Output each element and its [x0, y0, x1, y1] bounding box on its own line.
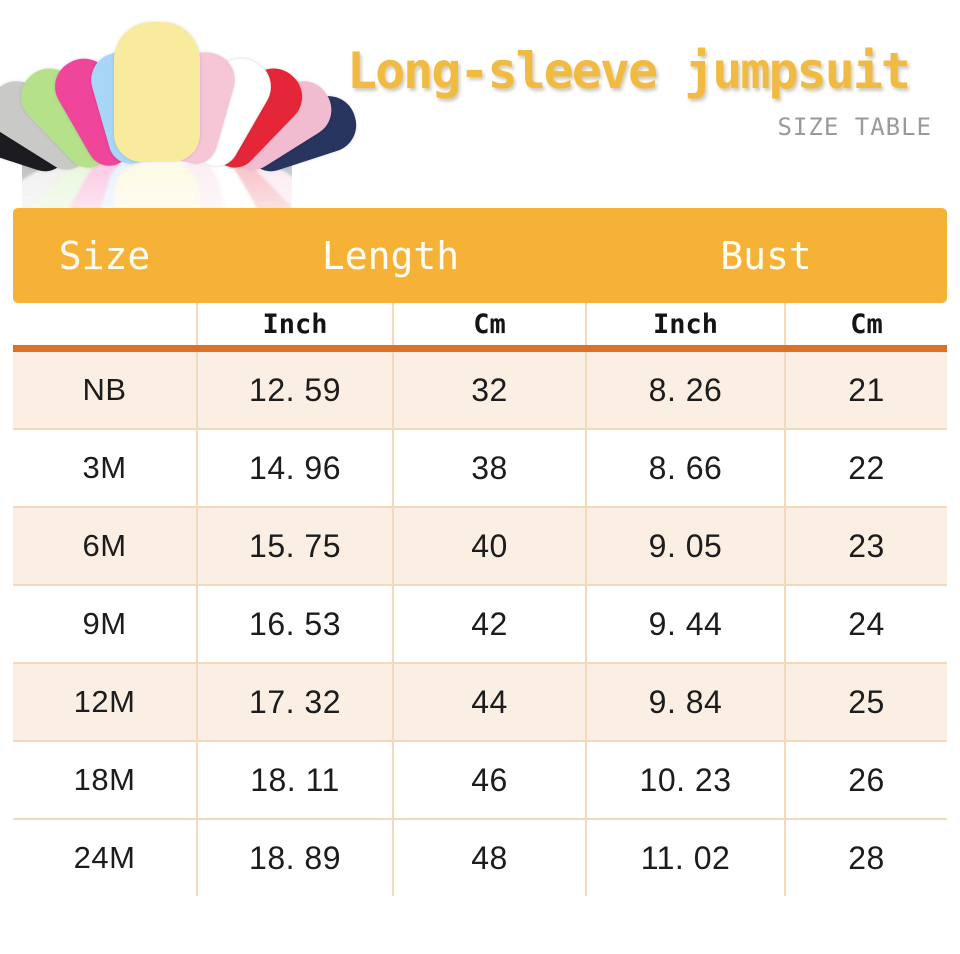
- bust-inch-value: 9. 05: [585, 508, 784, 584]
- table-row: 3M 14. 96 38 8. 66 22: [13, 428, 947, 506]
- bust-inch-value: 8. 66: [585, 430, 784, 506]
- subheader-bust-inch: Inch: [585, 303, 784, 345]
- bust-inch-value: 9. 84: [585, 664, 784, 740]
- size-label: NB: [82, 372, 127, 407]
- length-cm-value: 38: [392, 430, 585, 506]
- bust-inch-value: 8. 26: [585, 352, 784, 428]
- product-image: [0, 10, 364, 178]
- size-label: 3M: [82, 450, 127, 485]
- length-cm-value: 40: [392, 508, 585, 584]
- bust-cm-value: 24: [784, 586, 947, 662]
- table-row: 12M 17. 32 44 9. 84 25: [13, 662, 947, 740]
- bust-cm-value: 23: [784, 508, 947, 584]
- jumpsuit-yellow: [114, 22, 200, 162]
- length-inch-value: 15. 75: [196, 508, 392, 584]
- size-label: 6M: [82, 528, 127, 563]
- header-bust: Bust: [720, 233, 812, 278]
- bust-cm-value: 25: [784, 664, 947, 740]
- bust-cm-value: 26: [784, 742, 947, 818]
- title-block: Long-sleeve jumpsuit SIZE TABLE: [312, 42, 944, 141]
- subheader-bust-cm: Cm: [784, 303, 947, 345]
- size-table: Size Length Bust Inch Cm Inch Cm NB 12. 5…: [13, 208, 947, 896]
- length-cm-value: 32: [392, 352, 585, 428]
- bust-cm-value: 22: [784, 430, 947, 506]
- size-label: 9M: [82, 606, 127, 641]
- subheader-empty: [13, 303, 196, 345]
- length-cm-value: 42: [392, 586, 585, 662]
- header-divider: [13, 345, 947, 352]
- length-inch-value: 12. 59: [196, 352, 392, 428]
- subheader-length-cm: Cm: [392, 303, 585, 345]
- subheader-length-inch: Inch: [196, 303, 392, 345]
- table-row: 24M 18. 89 48 11. 02 28: [13, 818, 947, 896]
- table-row: 9M 16. 53 42 9. 44 24: [13, 584, 947, 662]
- size-label: 18M: [73, 762, 136, 797]
- product-hero: [0, 10, 364, 304]
- length-inch-value: 14. 96: [196, 430, 392, 506]
- table-row: 18M 18. 11 46 10. 23 26: [13, 740, 947, 818]
- bust-cm-value: 21: [784, 352, 947, 428]
- size-table-label: SIZE TABLE: [777, 113, 932, 141]
- table-body: NB 12. 59 32 8. 26 21 3M 14. 96 38 8. 66 22 6M 15. …: [13, 352, 947, 896]
- size-label: 12M: [73, 684, 136, 719]
- bust-inch-value: 9. 44: [585, 586, 784, 662]
- bust-inch-value: 10. 23: [585, 742, 784, 818]
- length-inch-value: 18. 89: [196, 820, 392, 896]
- header-size: Size: [58, 233, 151, 278]
- bust-inch-value: 11. 02: [585, 820, 784, 896]
- length-inch-value: 18. 11: [196, 742, 392, 818]
- table-header-row: Size Length Bust: [13, 208, 947, 303]
- length-inch-value: 16. 53: [196, 586, 392, 662]
- table-row: 6M 15. 75 40 9. 05 23: [13, 506, 947, 584]
- length-cm-value: 46: [392, 742, 585, 818]
- size-label: 24M: [73, 840, 136, 875]
- length-cm-value: 44: [392, 664, 585, 740]
- length-cm-value: 48: [392, 820, 585, 896]
- table-row: NB 12. 59 32 8. 26 21: [13, 352, 947, 428]
- length-inch-value: 17. 32: [196, 664, 392, 740]
- header-length: Length: [321, 233, 460, 278]
- table-subheader-row: Inch Cm Inch Cm: [13, 303, 947, 345]
- page-title: Long-sleeve jumpsuit: [346, 42, 911, 100]
- bust-cm-value: 28: [784, 820, 947, 896]
